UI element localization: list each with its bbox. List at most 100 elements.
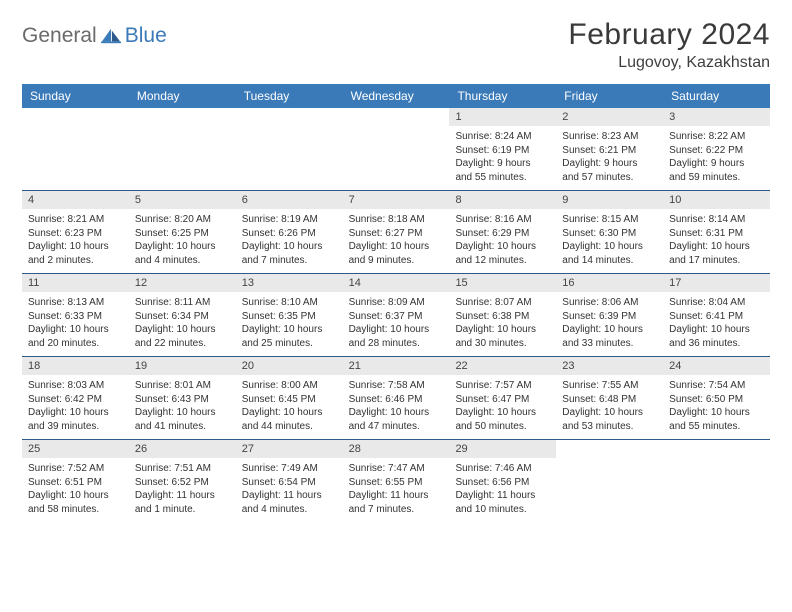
day-info: Sunrise: 8:01 AMSunset: 6:43 PMDaylight:… bbox=[129, 375, 236, 439]
weekday-header: Sunday Monday Tuesday Wednesday Thursday… bbox=[22, 84, 770, 108]
calendar-cell: 19Sunrise: 8:01 AMSunset: 6:43 PMDayligh… bbox=[129, 357, 236, 439]
day-info-line: Sunset: 6:56 PM bbox=[455, 476, 550, 490]
day-info: Sunrise: 8:14 AMSunset: 6:31 PMDaylight:… bbox=[663, 209, 770, 273]
day-info-line: Sunrise: 8:20 AM bbox=[135, 213, 230, 227]
title-block: February 2024 Lugovoy, Kazakhstan bbox=[568, 18, 770, 72]
day-info-line: Daylight: 11 hours bbox=[242, 489, 337, 503]
calendar-cell: 18Sunrise: 8:03 AMSunset: 6:42 PMDayligh… bbox=[22, 357, 129, 439]
day-number: 14 bbox=[343, 274, 450, 292]
day-info-line: Sunset: 6:50 PM bbox=[669, 393, 764, 407]
day-info: Sunrise: 7:49 AMSunset: 6:54 PMDaylight:… bbox=[236, 458, 343, 522]
day-info-line: and 57 minutes. bbox=[562, 171, 657, 185]
day-info-line: Sunrise: 7:54 AM bbox=[669, 379, 764, 393]
day-info-line: Sunset: 6:37 PM bbox=[349, 310, 444, 324]
day-info-line: Daylight: 10 hours bbox=[455, 323, 550, 337]
day-info-line: Daylight: 10 hours bbox=[349, 323, 444, 337]
calendar-cell bbox=[663, 440, 770, 522]
day-info-line: Daylight: 10 hours bbox=[242, 323, 337, 337]
calendar-page: General Blue February 2024 Lugovoy, Kaza… bbox=[0, 0, 792, 532]
day-number: 17 bbox=[663, 274, 770, 292]
day-info: Sunrise: 8:04 AMSunset: 6:41 PMDaylight:… bbox=[663, 292, 770, 356]
day-number: 5 bbox=[129, 191, 236, 209]
weekday-col: Tuesday bbox=[236, 84, 343, 108]
day-info: Sunrise: 7:55 AMSunset: 6:48 PMDaylight:… bbox=[556, 375, 663, 439]
calendar-cell bbox=[22, 108, 129, 190]
day-number: 13 bbox=[236, 274, 343, 292]
calendar-cell: 7Sunrise: 8:18 AMSunset: 6:27 PMDaylight… bbox=[343, 191, 450, 273]
day-info-line: and 2 minutes. bbox=[28, 254, 123, 268]
page-header: General Blue February 2024 Lugovoy, Kaza… bbox=[22, 18, 770, 72]
day-info-line: Daylight: 10 hours bbox=[28, 489, 123, 503]
day-info-line: Sunset: 6:21 PM bbox=[562, 144, 657, 158]
day-info-line: and 25 minutes. bbox=[242, 337, 337, 351]
day-info-line: Sunrise: 8:10 AM bbox=[242, 296, 337, 310]
day-info-line: Daylight: 10 hours bbox=[28, 323, 123, 337]
day-info: Sunrise: 8:13 AMSunset: 6:33 PMDaylight:… bbox=[22, 292, 129, 356]
day-info: Sunrise: 8:20 AMSunset: 6:25 PMDaylight:… bbox=[129, 209, 236, 273]
day-number: 26 bbox=[129, 440, 236, 458]
calendar-cell: 4Sunrise: 8:21 AMSunset: 6:23 PMDaylight… bbox=[22, 191, 129, 273]
calendar-cell bbox=[129, 108, 236, 190]
day-info-line: Daylight: 11 hours bbox=[135, 489, 230, 503]
day-info-line: Sunrise: 8:06 AM bbox=[562, 296, 657, 310]
weekday-col: Saturday bbox=[663, 84, 770, 108]
day-info-line: Daylight: 9 hours bbox=[455, 157, 550, 171]
day-number: 15 bbox=[449, 274, 556, 292]
calendar-cell: 21Sunrise: 7:58 AMSunset: 6:46 PMDayligh… bbox=[343, 357, 450, 439]
day-info-line: Sunrise: 7:58 AM bbox=[349, 379, 444, 393]
day-info-line: Sunset: 6:22 PM bbox=[669, 144, 764, 158]
day-info: Sunrise: 8:19 AMSunset: 6:26 PMDaylight:… bbox=[236, 209, 343, 273]
day-info-line: Daylight: 11 hours bbox=[349, 489, 444, 503]
day-info-line: Sunrise: 8:01 AM bbox=[135, 379, 230, 393]
day-info-line: and 55 minutes. bbox=[669, 420, 764, 434]
day-info-line: and 9 minutes. bbox=[349, 254, 444, 268]
day-info-line: and 12 minutes. bbox=[455, 254, 550, 268]
day-info-line: Sunrise: 8:13 AM bbox=[28, 296, 123, 310]
day-info-line: Sunset: 6:51 PM bbox=[28, 476, 123, 490]
day-number: 22 bbox=[449, 357, 556, 375]
day-info-line: Sunrise: 7:46 AM bbox=[455, 462, 550, 476]
day-info: Sunrise: 7:58 AMSunset: 6:46 PMDaylight:… bbox=[343, 375, 450, 439]
day-info-line: and 20 minutes. bbox=[28, 337, 123, 351]
day-number: 23 bbox=[556, 357, 663, 375]
day-info-line: Sunrise: 8:04 AM bbox=[669, 296, 764, 310]
day-info-line: Daylight: 10 hours bbox=[349, 240, 444, 254]
calendar-cell: 6Sunrise: 8:19 AMSunset: 6:26 PMDaylight… bbox=[236, 191, 343, 273]
day-number: 25 bbox=[22, 440, 129, 458]
day-info-line: Sunset: 6:26 PM bbox=[242, 227, 337, 241]
day-info-line: Sunrise: 8:19 AM bbox=[242, 213, 337, 227]
day-info-line: and 50 minutes. bbox=[455, 420, 550, 434]
day-info-line: Sunrise: 7:51 AM bbox=[135, 462, 230, 476]
calendar-cell: 17Sunrise: 8:04 AMSunset: 6:41 PMDayligh… bbox=[663, 274, 770, 356]
weekday-col: Monday bbox=[129, 84, 236, 108]
day-info-line: and 7 minutes. bbox=[242, 254, 337, 268]
day-info-line: Sunrise: 8:14 AM bbox=[669, 213, 764, 227]
day-info-line: Sunset: 6:23 PM bbox=[28, 227, 123, 241]
day-info-line: Sunset: 6:27 PM bbox=[349, 227, 444, 241]
day-info-line: Sunset: 6:34 PM bbox=[135, 310, 230, 324]
calendar-row: 25Sunrise: 7:52 AMSunset: 6:51 PMDayligh… bbox=[22, 440, 770, 522]
day-info-line: Sunrise: 7:49 AM bbox=[242, 462, 337, 476]
calendar-cell: 16Sunrise: 8:06 AMSunset: 6:39 PMDayligh… bbox=[556, 274, 663, 356]
day-info-line: and 30 minutes. bbox=[455, 337, 550, 351]
day-info-line: and 28 minutes. bbox=[349, 337, 444, 351]
day-info-line: Sunset: 6:43 PM bbox=[135, 393, 230, 407]
day-info-line: Sunset: 6:47 PM bbox=[455, 393, 550, 407]
day-info-line: Sunset: 6:55 PM bbox=[349, 476, 444, 490]
calendar-cell: 23Sunrise: 7:55 AMSunset: 6:48 PMDayligh… bbox=[556, 357, 663, 439]
day-info: Sunrise: 7:54 AMSunset: 6:50 PMDaylight:… bbox=[663, 375, 770, 439]
day-info-line: Daylight: 10 hours bbox=[242, 406, 337, 420]
day-info-line: and 22 minutes. bbox=[135, 337, 230, 351]
calendar-row: 18Sunrise: 8:03 AMSunset: 6:42 PMDayligh… bbox=[22, 357, 770, 440]
calendar-cell: 3Sunrise: 8:22 AMSunset: 6:22 PMDaylight… bbox=[663, 108, 770, 190]
day-info-line: Sunrise: 7:52 AM bbox=[28, 462, 123, 476]
day-number: 12 bbox=[129, 274, 236, 292]
day-info-line: and 53 minutes. bbox=[562, 420, 657, 434]
calendar-cell bbox=[343, 108, 450, 190]
day-info-line: Sunrise: 8:03 AM bbox=[28, 379, 123, 393]
day-info-line: Daylight: 9 hours bbox=[562, 157, 657, 171]
day-info-line: Sunrise: 8:09 AM bbox=[349, 296, 444, 310]
day-number: 6 bbox=[236, 191, 343, 209]
day-info-line: Sunset: 6:19 PM bbox=[455, 144, 550, 158]
day-info-line: Sunset: 6:45 PM bbox=[242, 393, 337, 407]
